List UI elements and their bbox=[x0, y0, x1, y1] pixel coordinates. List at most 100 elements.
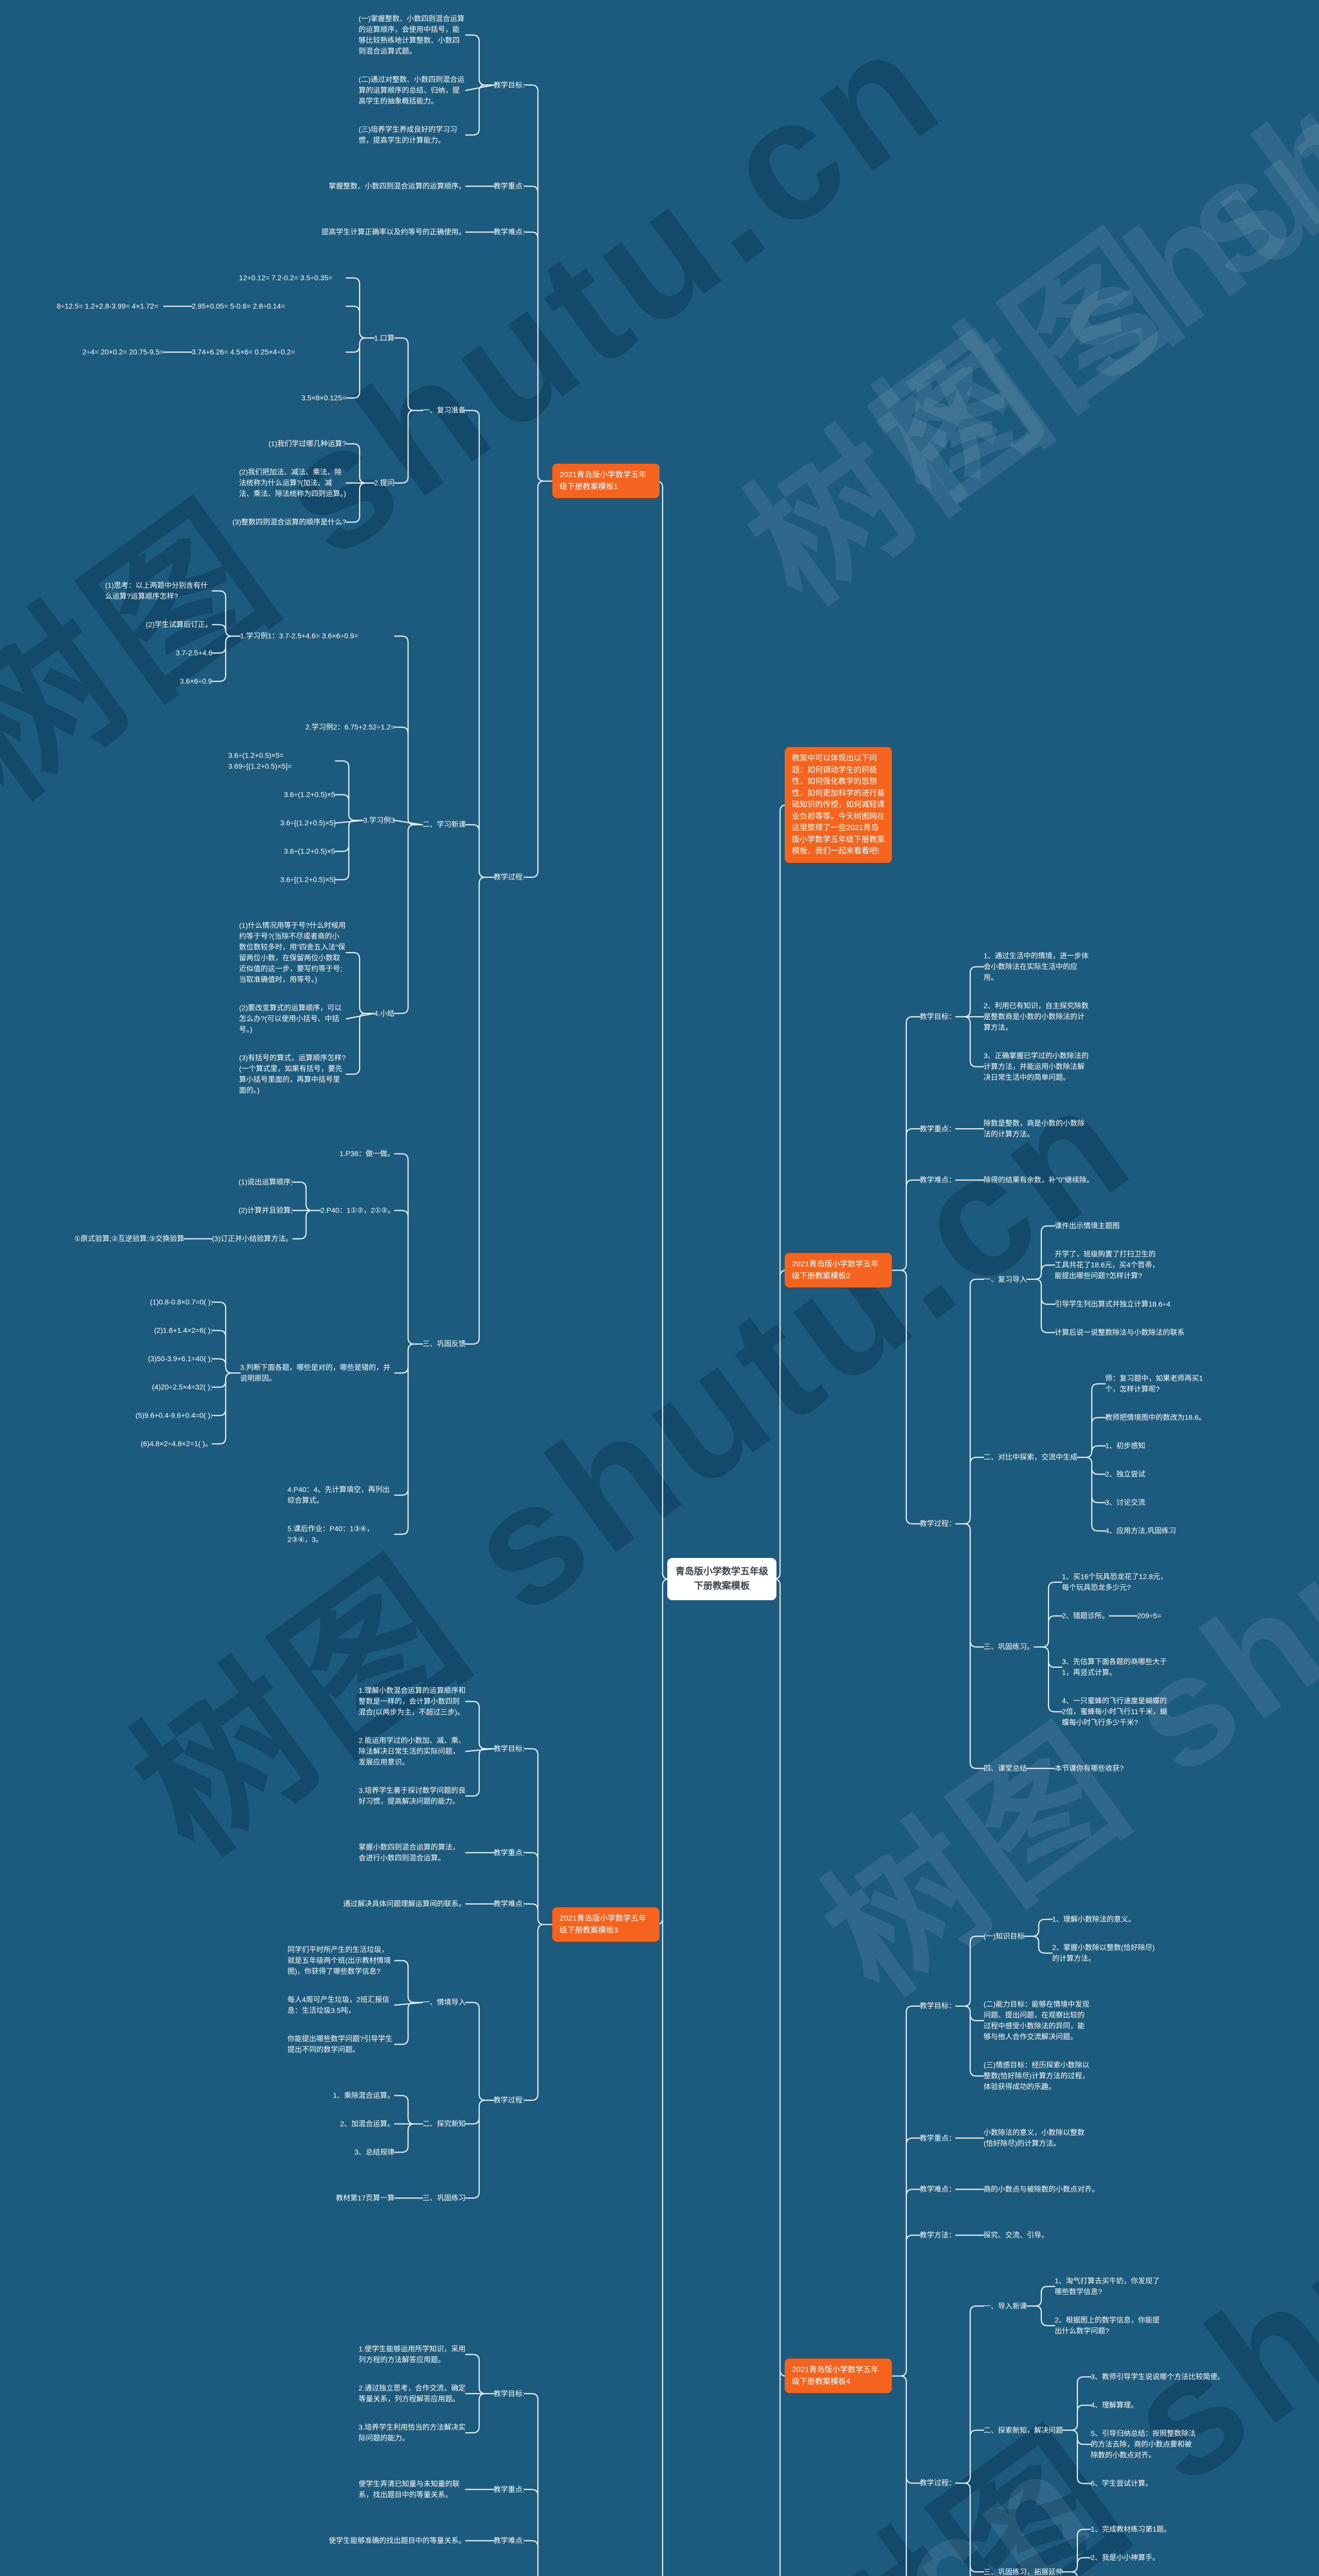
leaf-node[interactable]: 除得的结果有余数，补"0"继续除。 bbox=[984, 1176, 1094, 1184]
leaf-node[interactable]: 3.6÷(1.2+0.5)×5= 3.69÷[(1.2+0.5)×5]= bbox=[228, 751, 292, 770]
topic-node[interactable]: 教学过程: bbox=[494, 2096, 525, 2104]
leaf-node[interactable]: 你能提出哪些数学问题?引导学生提出不同的数学问题。 bbox=[288, 2035, 393, 2054]
leaf-node[interactable]: (3)整数四则混合运算的顺序是什么? bbox=[232, 518, 346, 526]
topic-node[interactable]: 三、巩固反馈 bbox=[422, 1340, 466, 1348]
leaf-node[interactable]: (5)9.6+0.4-9.6+0.4=0( ); bbox=[136, 1411, 213, 1419]
topic-node[interactable]: 1.口算 bbox=[374, 334, 395, 342]
leaf-node[interactable]: 3.7-2.5+4.6 bbox=[176, 649, 213, 657]
topic-node[interactable]: 教学过程: bbox=[494, 873, 525, 881]
topic-node[interactable]: 3.74+6.26= 4.5×6= 0.25×4÷0.2= bbox=[192, 348, 295, 356]
leaf-node[interactable]: 本节课你有哪些收获? bbox=[1055, 1764, 1124, 1772]
leaf-node[interactable]: 探究、交流、引导。 bbox=[984, 2231, 1049, 2239]
leaf-node[interactable]: 3.6×6÷0.9 bbox=[180, 677, 212, 685]
topic-node[interactable]: 1.学习例1：3.7-2.5+4.6= 3.6×6÷0.9= bbox=[240, 632, 359, 640]
leaf-node[interactable]: 3.培养学生善于探讨数学问题的良好习惯，提高解决问题的能力。 bbox=[359, 1786, 466, 1805]
leaf-node[interactable]: 3.6÷[(1.2+0.5)×5] bbox=[280, 875, 336, 884]
topic-node[interactable]: 教学难点: bbox=[494, 228, 525, 236]
leaf-node[interactable]: 1、初步感知 bbox=[1105, 1442, 1145, 1450]
leaf-node[interactable]: (1)说出运算顺序; bbox=[239, 1178, 293, 1186]
leaf-node[interactable]: ①原式验算;②互逆验算;③交换验算 bbox=[74, 1234, 184, 1243]
leaf-node[interactable]: 1.理解小数混合运算的运算顺序和整数是一样的，会计算小数四则混合(以两步为主，不… bbox=[359, 1686, 466, 1716]
leaf-node[interactable]: 3、先估算下面各题的商哪些大于1，再竖式计算。 bbox=[1062, 1657, 1167, 1676]
leaf-node[interactable]: 3.6÷[(1.2+0.5)×5] bbox=[280, 819, 336, 827]
leaf-node[interactable]: 6、学生尝试计算。 bbox=[1091, 2479, 1153, 2487]
leaf-node[interactable]: 掌握整数、小数四则混合运算的运算顺序。 bbox=[329, 182, 466, 190]
topic-node[interactable]: 教学难点： bbox=[920, 2185, 956, 2193]
topic-node[interactable]: 教学重点: bbox=[494, 2485, 525, 2494]
leaf-node[interactable]: 教材第17页算一算 bbox=[336, 2194, 395, 2202]
topic-node[interactable]: 2.P40：1①②，2①②。 bbox=[320, 1206, 395, 1214]
topic-node[interactable]: 教学难点: bbox=[494, 2536, 525, 2545]
leaf-node[interactable]: (1)0.8-0.8×0.7=0( ); bbox=[150, 1298, 213, 1306]
leaf-node[interactable]: 2.通过独立思考，合作交流，确定等量关系，列方程解答应用题。 bbox=[359, 2384, 466, 2403]
topic-node[interactable]: 一、导入新课 bbox=[984, 2302, 1027, 2310]
leaf-node[interactable]: (1)我们学过哪几种运算? bbox=[268, 439, 346, 448]
leaf-node[interactable]: 1.使学生能够运用所学知识，采用列方程的方法解答应用题。 bbox=[359, 2345, 466, 2364]
topic-node[interactable]: 二、探索新知，解决问题 bbox=[984, 2426, 1063, 2434]
topic-node[interactable]: 教学重点： bbox=[920, 1125, 956, 1133]
topic-node[interactable]: 教学重点: bbox=[494, 1849, 525, 1857]
leaf-node[interactable]: 开学了，班级购置了打扫卫生的工具共花了18.6元，买4个笤帚，能提出哪些问题?怎… bbox=[1055, 1250, 1160, 1280]
leaf-node[interactable]: 5.课后作业：P40：1③④，2③④，3。 bbox=[288, 1524, 374, 1544]
leaf-node[interactable]: (4)20÷2.5×4=32( ); bbox=[152, 1383, 212, 1391]
leaf-node[interactable]: 12+0.12= 7.2-0.2= 3.5÷0.35= bbox=[239, 274, 333, 282]
leaf-node[interactable]: 2.能运用学过的小数加、减、乘、除法解决日常生活的实际问题，发展应用意识。 bbox=[359, 1736, 466, 1766]
topic-node[interactable]: 二、探究新知 bbox=[422, 2120, 466, 2128]
topic-node[interactable]: 一、情境导入 bbox=[422, 1998, 466, 2006]
leaf-node[interactable]: 提高学生计算正确率以及约等号的正确使用。 bbox=[322, 228, 466, 236]
leaf-node[interactable]: (二)通过对整数、小数四则混合运算的运算顺序的总结、归纳，提高学生的抽象概括能力… bbox=[359, 75, 465, 105]
leaf-node[interactable]: 3.5×8×0.125= bbox=[301, 394, 346, 402]
leaf-node[interactable]: 1、通过生活中的情境，进一步体会小数除法在实际生活中的应用。 bbox=[984, 952, 1089, 981]
topic-node[interactable]: 三、巩固练习，拓展延伸 bbox=[984, 2568, 1063, 2576]
leaf-node[interactable]: 课件出示情境主题图 bbox=[1055, 1222, 1120, 1230]
topic-node[interactable]: 教学难点: bbox=[494, 1900, 525, 1908]
topic-node[interactable]: 教学过程： bbox=[920, 1519, 956, 1528]
leaf-node[interactable]: 1、买16个玩具恐龙花了12.8元，每个玩具恐龙多少元? bbox=[1062, 1572, 1168, 1591]
leaf-node[interactable]: 4、应用方法,巩固练习 bbox=[1105, 1527, 1176, 1535]
topic-node[interactable]: 2.95+0.05= 5-0.6= 2.8÷0.14= bbox=[192, 302, 285, 310]
leaf-node[interactable]: 2、我是小小神算手。 bbox=[1091, 2553, 1160, 2562]
leaf-node[interactable]: 3、正确掌握已学过的小数除法的计算方法，并能运用小数除法解决日常生活中的简单问题… bbox=[984, 1052, 1089, 1081]
leaf-node[interactable]: 小数除法的意义，小数除以整数(恰好除尽)的计算方法。 bbox=[984, 2128, 1085, 2147]
leaf-node[interactable]: 2、独立尝试 bbox=[1105, 1470, 1145, 1478]
leaf-node[interactable]: 5、引导归纳总结：按照整数除法的方法去除，商的小数点要和被除数的小数点对齐。 bbox=[1091, 2429, 1196, 2459]
leaf-node[interactable]: (三)培养学生养成良好的学习习惯，提高学生的计算能力。 bbox=[359, 125, 458, 144]
leaf-node[interactable]: 计算后说一说整数除法与小数除法的联系 bbox=[1055, 1328, 1185, 1336]
topic-node[interactable]: 二、学习新课 bbox=[422, 820, 466, 828]
topic-node[interactable]: 4.小结 bbox=[374, 1009, 395, 1018]
topic-node[interactable]: 三、巩固练习 bbox=[422, 2194, 466, 2202]
branch-template-2[interactable]: 2021青岛版小学数学五年级下册教案模板2 bbox=[785, 1253, 892, 1287]
leaf-node[interactable]: 3、总结规律 bbox=[354, 2148, 395, 2156]
topic-node[interactable]: 教学目标： bbox=[920, 2002, 956, 2010]
leaf-node[interactable]: 师：复习题中，如果老师再买1个，怎样计算呢? bbox=[1105, 1374, 1203, 1393]
topic-node[interactable]: 教学难点： bbox=[920, 1176, 956, 1184]
leaf-node[interactable]: 209÷5= bbox=[1137, 1612, 1162, 1620]
leaf-node[interactable]: 每人4周可产生垃圾，2班汇报信息：生活垃圾3.5吨， bbox=[288, 1995, 390, 2014]
topic-node[interactable]: 四、课堂总结 bbox=[984, 1764, 1027, 1772]
leaf-node[interactable]: 2、加混合运算。 bbox=[340, 2120, 395, 2128]
topic-node[interactable]: 教学过程： bbox=[920, 2479, 956, 2487]
leaf-node[interactable]: (3)有括号的算式，运算顺序怎样?(一个算式里，如果有括号，要先算小括号里面的，… bbox=[239, 1054, 346, 1094]
branch-template-3[interactable]: 2021青岛版小学数学五年级下册教案模板3 bbox=[552, 1907, 660, 1942]
center-topic[interactable]: 青岛版小学数学五年级下册教案模板 bbox=[667, 1558, 776, 1600]
leaf-node[interactable]: (1)思考：以上两题中分别含有什么运算?运算顺序怎样? bbox=[105, 581, 208, 600]
leaf-node[interactable]: 通过解决具体问题理解运算间的联系。 bbox=[343, 1900, 466, 1908]
leaf-node[interactable]: 4、一只蜜蜂的飞行速度是蝴蝶的2倍，蜜蜂每小时飞行11千米，蝴蝶每小时飞行多少千… bbox=[1062, 1697, 1168, 1726]
leaf-node[interactable]: 4、理解算理。 bbox=[1091, 2401, 1138, 2409]
branch-template-1[interactable]: 2021青岛版小学数学五年级下册教案模板1 bbox=[552, 464, 660, 498]
leaf-node[interactable]: 3、讨论交流 bbox=[1105, 1498, 1145, 1506]
topic-node[interactable]: 二、对比中探索，交流中生成 bbox=[984, 1453, 1077, 1461]
leaf-node[interactable]: (一)掌握整数、小数四则混合运算的运算顺序，会使用中括号，能够比较熟练地计算整数… bbox=[359, 14, 465, 55]
leaf-node[interactable]: (1)什么情况用等于号?什么时候用约等于号?(当除不尽或者商的小数位数较多时，用… bbox=[239, 921, 346, 984]
branch-intro[interactable]: 教案中可以体现出以下问题：如何调动学生的积极性，如何强化教学的思想性，如何更加科… bbox=[785, 747, 892, 863]
leaf-node[interactable]: 2.学习例2：6.75+2.52÷1.2= bbox=[306, 723, 395, 731]
topic-node[interactable]: 2、错题诊所。 bbox=[1062, 1612, 1109, 1620]
leaf-node[interactable]: 使学生能够准确的找出题目中的等量关系。 bbox=[329, 2536, 466, 2545]
leaf-node[interactable]: 商的小数点与被除数的小数点对齐。 bbox=[984, 2185, 1099, 2193]
leaf-node[interactable]: 引导学生列出算式并独立计算18.6÷4 bbox=[1055, 1300, 1171, 1308]
leaf-node[interactable]: 8÷12.5= 1.2+2.8-3.99= 4×1.72= bbox=[57, 302, 159, 310]
leaf-node[interactable]: (二)能力目标：能够在情境中发现问题、提出问题，在观察比较的过程中感受小数除法的… bbox=[984, 2000, 1090, 2041]
leaf-node[interactable]: 2÷4= 20×0.2= 20.75-9.5= bbox=[82, 348, 164, 356]
leaf-node[interactable]: 3.培养学生利用恰当的方法解决实际问题的能力。 bbox=[359, 2423, 466, 2442]
topic-node[interactable]: 一、复习导入 bbox=[984, 1275, 1027, 1283]
